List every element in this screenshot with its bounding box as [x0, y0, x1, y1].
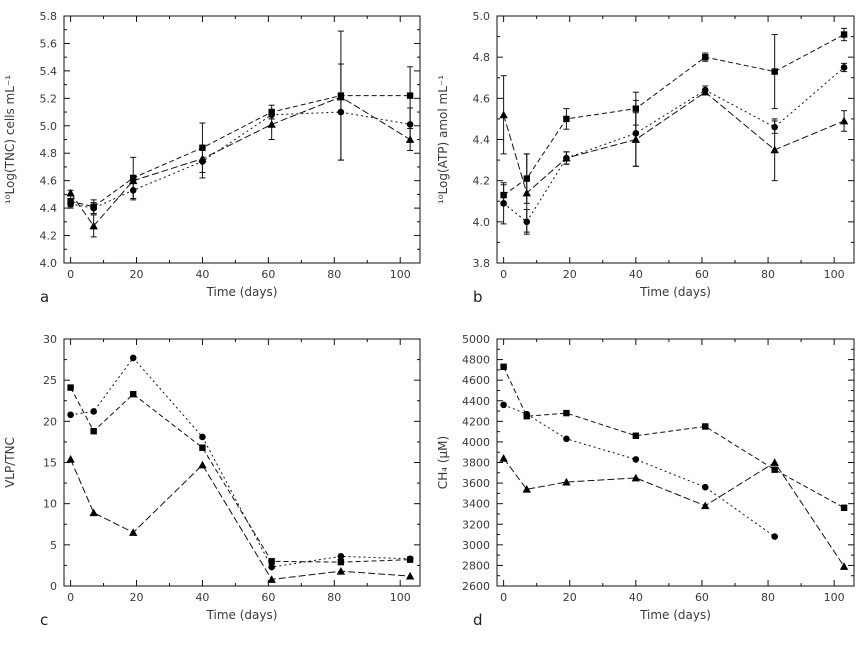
panel-a-chart: 0 20 40 60 80 100 4.0 4.2 4.4 4.6 4.8 5.0 5.2 5.4 5.6 5… [3, 10, 421, 299]
svg-text:5.0: 5.0 [473, 10, 491, 23]
svg-text:5.6: 5.6 [40, 37, 58, 50]
svg-text:0: 0 [50, 580, 57, 593]
svg-text:0: 0 [500, 268, 507, 281]
panel-d-chart: 0 20 40 60 80 100 2600 2800 3000 3200 3400 3600 3800… [436, 333, 855, 622]
svg-text:20: 20 [563, 591, 577, 604]
svg-text:100: 100 [390, 591, 411, 604]
svg-text:4400: 4400 [462, 395, 490, 408]
svg-text:40: 40 [629, 591, 643, 604]
svg-text:10: 10 [43, 498, 57, 511]
svg-text:¹⁰Log(ATP) amol mL⁻¹: ¹⁰Log(ATP) amol mL⁻¹ [436, 75, 450, 204]
svg-text:5.4: 5.4 [40, 65, 58, 78]
svg-text:3000: 3000 [462, 539, 490, 552]
svg-text:4.2: 4.2 [40, 230, 58, 243]
svg-text:25: 25 [43, 374, 57, 387]
svg-text:3800: 3800 [462, 457, 490, 470]
svg-text:100: 100 [824, 591, 845, 604]
svg-text:Time (days): Time (days) [206, 608, 278, 622]
svg-text:¹⁰Log(TNC) cells mL⁻¹: ¹⁰Log(TNC) cells mL⁻¹ [3, 75, 17, 204]
svg-text:5000: 5000 [462, 333, 490, 346]
svg-text:CH₄ (μM): CH₄ (μM) [436, 436, 450, 489]
svg-text:2800: 2800 [462, 559, 490, 572]
panel-c: 0 20 40 60 80 100 0 5 10 15 20 25 30 Time (days) VLP/T… [0, 323, 433, 646]
svg-text:0: 0 [67, 591, 74, 604]
panel-b-letter: b [473, 288, 483, 306]
svg-text:100: 100 [824, 268, 845, 281]
svg-text:40: 40 [195, 268, 209, 281]
svg-text:3.8: 3.8 [473, 257, 491, 270]
svg-text:4.2: 4.2 [473, 175, 491, 188]
svg-text:5.8: 5.8 [40, 10, 58, 23]
svg-text:20: 20 [563, 268, 577, 281]
svg-text:60: 60 [695, 268, 709, 281]
panel-a: 0 20 40 60 80 100 4.0 4.2 4.4 4.6 4.8 5.0 5.2 5.4 5.6 5… [0, 0, 433, 323]
svg-text:60: 60 [695, 591, 709, 604]
svg-text:4.8: 4.8 [40, 147, 58, 160]
svg-text:4600: 4600 [462, 374, 490, 387]
svg-text:80: 80 [761, 268, 775, 281]
svg-text:0: 0 [500, 591, 507, 604]
svg-text:80: 80 [327, 268, 341, 281]
svg-text:60: 60 [261, 268, 275, 281]
svg-text:4000: 4000 [462, 436, 490, 449]
svg-text:20: 20 [43, 415, 57, 428]
svg-text:15: 15 [43, 457, 57, 470]
panel-a-letter: a [40, 288, 50, 306]
panel-d-letter: d [473, 611, 483, 629]
svg-text:30: 30 [43, 333, 57, 346]
svg-text:VLP/TNC: VLP/TNC [3, 437, 17, 488]
svg-text:4.4: 4.4 [40, 202, 58, 215]
panel-c-chart: 0 20 40 60 80 100 0 5 10 15 20 25 30 Time (days) VLP/T… [3, 333, 421, 622]
svg-text:5.0: 5.0 [40, 120, 58, 133]
svg-text:4800: 4800 [462, 354, 490, 367]
svg-text:4.8: 4.8 [473, 51, 491, 64]
svg-text:100: 100 [390, 268, 411, 281]
svg-text:3600: 3600 [462, 477, 490, 490]
svg-text:Time (days): Time (days) [639, 608, 711, 622]
svg-text:20: 20 [130, 268, 144, 281]
svg-text:3200: 3200 [462, 518, 490, 531]
svg-text:4200: 4200 [462, 415, 490, 428]
svg-text:60: 60 [261, 591, 275, 604]
panel-b-chart: 0 20 40 60 80 100 3.8 4.0 4.2 4.4 4.6 4.8 5.0 Time (d… [436, 10, 855, 299]
panel-d: 0 20 40 60 80 100 2600 2800 3000 3200 3400 3600 3800… [433, 323, 867, 646]
svg-text:5: 5 [50, 539, 57, 552]
svg-text:40: 40 [195, 591, 209, 604]
panel-c-letter: c [40, 611, 49, 629]
svg-text:4.4: 4.4 [473, 134, 491, 147]
svg-text:Time (days): Time (days) [639, 285, 711, 299]
svg-text:3400: 3400 [462, 498, 490, 511]
svg-text:4.6: 4.6 [473, 92, 491, 105]
panel-b: 0 20 40 60 80 100 3.8 4.0 4.2 4.4 4.6 4.8 5.0 Time (d… [433, 0, 867, 323]
svg-text:4.0: 4.0 [473, 216, 491, 229]
svg-text:80: 80 [327, 591, 341, 604]
svg-text:Time (days): Time (days) [206, 285, 278, 299]
svg-text:0: 0 [67, 268, 74, 281]
svg-text:80: 80 [761, 591, 775, 604]
svg-text:40: 40 [629, 268, 643, 281]
svg-text:4.0: 4.0 [40, 257, 58, 270]
svg-text:4.6: 4.6 [40, 175, 58, 188]
svg-text:2600: 2600 [462, 580, 490, 593]
svg-text:20: 20 [130, 591, 144, 604]
svg-text:5.2: 5.2 [40, 92, 58, 105]
